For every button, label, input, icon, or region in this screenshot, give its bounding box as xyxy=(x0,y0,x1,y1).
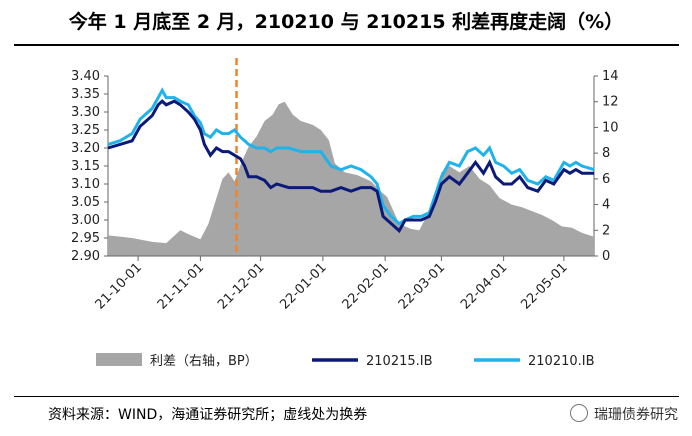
left-axis: 2.90 2.95 3.00 3.05 3.10 3.15 3.20 3.25 3.30 3.35… xyxy=(71,69,109,264)
watermark-text: 瑞珊债券研究 xyxy=(594,407,678,423)
left-tick-label: 2.95 xyxy=(71,231,100,246)
x-tick-label: 22-01-01 xyxy=(277,260,329,312)
x-tick-label: 21-12-01 xyxy=(215,260,267,312)
line-210215 xyxy=(107,99,594,234)
right-tick-label: 0 xyxy=(602,249,610,264)
right-axis: 0 2 4 6 8 10 12 14 xyxy=(593,69,619,264)
source-rule xyxy=(14,396,679,397)
wechat-icon xyxy=(570,404,588,422)
x-axis: 21-10-01 21-11-01 21-12-01 22-01-01 22-02-01… xyxy=(93,255,594,313)
source-note: 资料来源：WIND，海通证券研究所；虚线处为换券 xyxy=(48,407,368,423)
title-rule xyxy=(14,44,679,46)
watermark: 瑞珊债券研究 xyxy=(570,400,678,430)
legend-210215-label: 210215.IB xyxy=(366,354,433,369)
right-tick-label: 8 xyxy=(602,146,610,161)
right-tick-label: 2 xyxy=(602,223,610,238)
left-tick-label: 3.25 xyxy=(71,123,100,138)
legend: 利差（右轴，BP） 210215.IB 210210.IB xyxy=(96,353,595,369)
legend-210210-label: 210210.IB xyxy=(528,354,595,369)
x-tick-label: 22-04-01 xyxy=(458,260,510,312)
left-tick-label: 3.05 xyxy=(71,195,100,210)
left-tick-label: 3.00 xyxy=(71,213,100,228)
line-210210 xyxy=(107,87,595,226)
right-tick-label: 14 xyxy=(602,69,619,84)
right-tick-label: 10 xyxy=(602,120,619,135)
legend-spread-label: 利差（右轴，BP） xyxy=(150,354,258,369)
page-title: 今年 1 月底至 2 月，210210 与 210215 利差再度走阔（%） xyxy=(68,11,624,33)
x-tick-label: 21-11-01 xyxy=(155,260,207,312)
x-tick-label: 22-02-01 xyxy=(340,260,392,312)
left-tick-label: 3.35 xyxy=(71,87,100,102)
left-tick-label: 3.15 xyxy=(71,159,100,174)
left-tick-label: 3.40 xyxy=(71,69,100,84)
right-tick-label: 6 xyxy=(602,172,610,187)
spread-chart: 2.90 2.95 3.00 3.05 3.10 3.15 3.20 3.25 3.30 3.35… xyxy=(71,58,619,369)
x-tick-label: 22-03-01 xyxy=(396,260,448,312)
left-tick-label: 3.10 xyxy=(71,177,100,192)
left-tick-label: 3.20 xyxy=(71,141,100,156)
spread-area xyxy=(108,101,594,256)
right-tick-label: 12 xyxy=(602,95,619,110)
x-tick-label: 22-05-01 xyxy=(518,260,570,312)
right-tick-label: 4 xyxy=(602,198,610,213)
x-tick-label: 21-10-01 xyxy=(93,260,145,312)
left-tick-label: 3.30 xyxy=(71,105,100,120)
left-tick-label: 2.90 xyxy=(71,249,100,264)
legend-spread-swatch xyxy=(96,353,142,366)
